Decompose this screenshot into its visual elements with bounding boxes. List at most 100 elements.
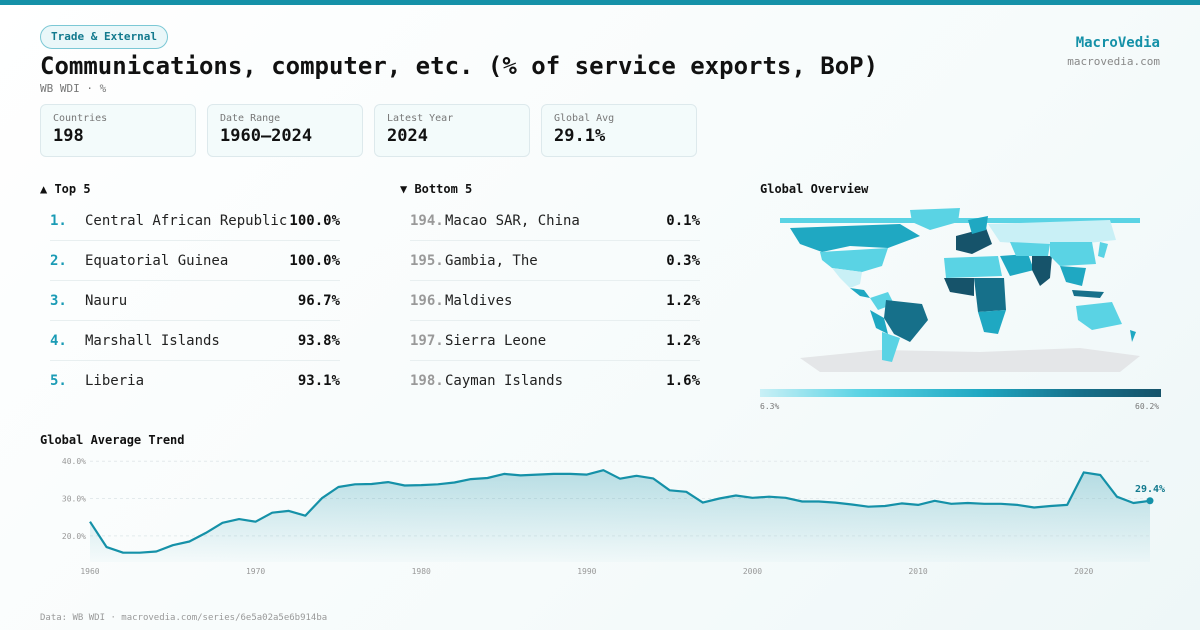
bottom5-heading: ▼ Bottom 5 [400, 182, 473, 196]
country-name: Liberia [85, 373, 145, 389]
southern-africa-shape[interactable] [978, 310, 1006, 334]
country-value: 100.0% [289, 212, 340, 229]
scandinavia-shape[interactable] [968, 216, 988, 234]
stat-label: Countries [53, 113, 108, 124]
list-item[interactable]: 3. Nauru 96.7% [50, 281, 340, 321]
y-tick-label: 20.0% [62, 532, 86, 541]
central-asia-shape[interactable] [1010, 242, 1050, 256]
rank-number: 194. [410, 212, 444, 229]
arctic-strip [780, 218, 1140, 223]
country-name: Marshall Islands [85, 332, 220, 349]
world-choropleth-map[interactable] [760, 200, 1160, 380]
rank-number: 196. [410, 292, 444, 309]
central-africa-shape[interactable] [974, 278, 1006, 312]
trend-heading: Global Average Trend [40, 433, 185, 447]
category-tag[interactable]: Trade & External [40, 25, 168, 49]
stat-value: 2024 [387, 126, 428, 146]
argentina-shape[interactable] [882, 332, 900, 362]
southeast-asia-shape[interactable] [1060, 266, 1086, 286]
stat-card-global-avg: Global Avg 29.1% [541, 104, 697, 157]
trend-last-point[interactable] [1146, 497, 1154, 505]
europe-shape[interactable] [956, 228, 992, 254]
rank-number: 3. [50, 292, 67, 309]
brazil-shape[interactable] [884, 300, 928, 342]
trend-last-value-label: 29.4% [1135, 484, 1165, 495]
stat-label: Date Range [220, 113, 281, 124]
list-item[interactable]: 2. Equatorial Guinea 100.0% [50, 241, 340, 281]
top-accent-bar [0, 0, 1200, 5]
india-shape[interactable] [1032, 256, 1052, 286]
trend-area-fill [90, 470, 1150, 562]
country-value: 1.6% [666, 373, 700, 389]
y-tick-label: 30.0% [62, 495, 86, 504]
middle-east-shape[interactable] [1000, 254, 1034, 276]
global-average-trend-chart[interactable]: 20.0% 30.0% 40.0% 29.4% 1960 1970 1980 1990 20… [40, 450, 1180, 582]
list-item[interactable]: 197. Sierra Leone 1.2% [410, 321, 700, 361]
list-item[interactable]: 198. Cayman Islands 1.6% [410, 361, 700, 401]
peru-shape[interactable] [870, 310, 888, 334]
legend-min-label: 6.3% [760, 402, 780, 411]
china-shape[interactable] [1050, 242, 1096, 266]
map-heading: Global Overview [760, 182, 869, 196]
stat-label: Latest Year [387, 113, 454, 124]
country-value: 0.3% [666, 252, 700, 269]
brand-name[interactable]: MacroVedia [1075, 35, 1160, 51]
country-value: 100.0% [289, 252, 340, 269]
australia-shape[interactable] [1076, 302, 1122, 330]
country-name: Nauru [85, 292, 128, 309]
central-america-shape[interactable] [850, 288, 870, 298]
country-name: Sierra Leone [445, 332, 547, 349]
stats-row: Countries 198 Date Range 1960–2024 Lates… [40, 104, 697, 157]
list-item[interactable]: 194. Macao SAR, China 0.1% [410, 201, 700, 241]
trend-series-line[interactable] [89, 469, 1151, 554]
mexico-shape[interactable] [832, 268, 862, 288]
usa-shape[interactable] [820, 248, 888, 272]
rank-number: 4. [50, 332, 67, 349]
rank-number: 195. [410, 252, 444, 269]
x-tick-label: 1990 [577, 567, 596, 576]
country-value: 1.2% [666, 292, 700, 309]
new-zealand-shape[interactable] [1130, 330, 1136, 342]
x-tick-label: 1960 [80, 567, 99, 576]
antarctica-shape [800, 348, 1140, 372]
indonesia-shape[interactable] [1072, 290, 1104, 298]
brand-block: MacroVedia macrovedia.com [1067, 35, 1160, 68]
map-legend-gradient [760, 389, 1161, 397]
bottom5-list: 194. Macao SAR, China 0.1% 195. Gambia, … [410, 201, 700, 401]
stat-value: 1960–2024 [220, 126, 313, 146]
x-tick-label: 2020 [1074, 567, 1093, 576]
stat-card-date-range: Date Range 1960–2024 [207, 104, 363, 157]
country-value: 1.2% [666, 332, 700, 349]
legend-max-label: 60.2% [1135, 402, 1160, 411]
country-name: Cayman Islands [445, 373, 564, 389]
stat-value: 198 [53, 126, 84, 146]
stat-card-countries: Countries 198 [40, 104, 196, 157]
list-item[interactable]: 5. Liberia 93.1% [50, 361, 340, 401]
country-name: Central African Republic [85, 212, 288, 229]
list-item[interactable]: 4. Marshall Islands 93.8% [50, 321, 340, 361]
west-africa-shape[interactable] [944, 278, 974, 296]
page-title: Communications, computer, etc. (% of ser… [40, 52, 879, 80]
japan-shape[interactable] [1098, 242, 1108, 258]
page-subtitle: WB WDI · % [40, 82, 107, 95]
country-name: Maldives [445, 292, 513, 309]
brand-url[interactable]: macrovedia.com [1067, 55, 1160, 68]
rank-number: 198. [410, 373, 444, 389]
rank-number: 197. [410, 332, 444, 349]
top5-heading: ▲ Top 5 [40, 182, 91, 196]
north-africa-shape[interactable] [944, 256, 1002, 278]
x-tick-label: 1970 [246, 567, 265, 576]
list-item[interactable]: 195. Gambia, The 0.3% [410, 241, 700, 281]
list-item[interactable]: 1. Central African Republic 100.0% [50, 201, 340, 241]
canada-shape[interactable] [790, 224, 920, 252]
country-value: 96.7% [297, 292, 340, 309]
stat-card-latest-year: Latest Year 2024 [374, 104, 530, 157]
x-tick-label: 2000 [743, 567, 762, 576]
stat-value: 29.1% [554, 126, 606, 146]
country-value: 0.1% [666, 212, 700, 229]
top5-list: 1. Central African Republic 100.0% 2. Eq… [50, 201, 340, 401]
x-tick-label: 1980 [412, 567, 431, 576]
rank-number: 2. [50, 252, 67, 269]
russia-shape[interactable] [988, 220, 1116, 246]
list-item[interactable]: 196. Maldives 1.2% [410, 281, 700, 321]
